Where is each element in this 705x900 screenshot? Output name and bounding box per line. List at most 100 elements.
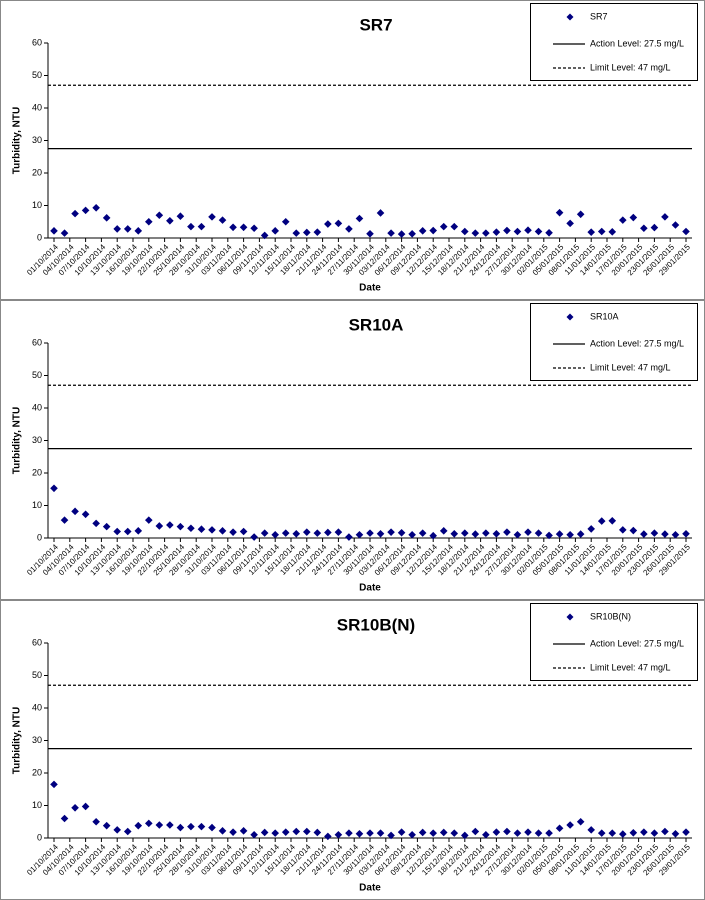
chart-title: SR7 xyxy=(359,15,392,34)
data-point xyxy=(682,828,690,836)
data-point xyxy=(387,831,395,840)
data-point xyxy=(134,227,143,235)
data-point xyxy=(597,829,606,837)
data-point xyxy=(619,830,627,838)
data-point xyxy=(123,225,132,233)
data-point xyxy=(123,827,132,836)
data-point xyxy=(587,826,595,834)
data-point xyxy=(418,227,427,235)
data-point xyxy=(281,529,290,537)
data-point xyxy=(60,516,69,524)
data-point xyxy=(334,830,343,839)
data-point xyxy=(113,527,121,536)
data-point xyxy=(545,829,553,837)
data-point xyxy=(629,526,638,535)
data-point xyxy=(471,229,480,237)
data-point xyxy=(418,828,427,837)
data-point xyxy=(176,212,185,221)
data-point xyxy=(208,526,216,534)
data-point xyxy=(608,228,617,236)
data-point xyxy=(439,222,448,231)
data-point xyxy=(281,828,290,836)
data-point xyxy=(397,230,406,238)
legend: SR10B(N) Action Level: 27.5 mg/L Limit Lev… xyxy=(530,603,698,681)
data-point xyxy=(650,223,659,232)
data-point xyxy=(218,527,227,535)
data-point xyxy=(629,213,638,222)
y-tick-label: 60 xyxy=(32,37,42,47)
data-point xyxy=(408,229,416,238)
legend-marker xyxy=(566,313,574,321)
data-point xyxy=(250,830,258,839)
data-point xyxy=(524,528,532,536)
data-point xyxy=(271,530,279,539)
data-point xyxy=(503,827,511,836)
data-point xyxy=(71,507,79,516)
data-point xyxy=(587,525,595,533)
data-point xyxy=(450,529,459,538)
data-point xyxy=(376,829,385,837)
data-point xyxy=(324,220,332,228)
data-point xyxy=(387,528,395,536)
data-point xyxy=(355,829,364,838)
data-point xyxy=(587,228,595,236)
y-tick-label: 30 xyxy=(32,135,42,145)
y-tick-label: 60 xyxy=(32,337,42,347)
data-point xyxy=(197,822,206,831)
data-point xyxy=(513,829,522,837)
data-point xyxy=(166,216,174,225)
data-point xyxy=(376,529,385,538)
data-point xyxy=(555,208,564,217)
data-point xyxy=(218,216,227,224)
data-point xyxy=(345,533,353,541)
data-point xyxy=(81,206,90,215)
data-point xyxy=(397,828,406,836)
data-point xyxy=(92,519,100,528)
data-point xyxy=(60,229,69,237)
y-tick-label: 20 xyxy=(32,467,42,477)
y-tick-label: 0 xyxy=(37,832,42,842)
data-point xyxy=(555,824,564,833)
data-point xyxy=(450,222,459,231)
y-tick-label: 30 xyxy=(32,735,42,745)
data-point xyxy=(166,521,174,529)
data-point xyxy=(92,817,100,826)
data-point xyxy=(334,528,343,536)
data-point xyxy=(576,817,585,826)
data-point xyxy=(671,829,680,838)
data-point xyxy=(608,516,617,525)
data-point xyxy=(355,530,364,539)
data-point xyxy=(608,829,617,837)
y-tick-label: 20 xyxy=(32,767,42,777)
data-point xyxy=(534,829,543,837)
data-point xyxy=(292,827,301,836)
data-point xyxy=(187,822,195,831)
data-point xyxy=(576,210,585,219)
data-point xyxy=(492,228,501,236)
data-point xyxy=(187,222,195,231)
data-point xyxy=(313,529,322,537)
data-point xyxy=(102,214,111,222)
data-point xyxy=(166,821,174,829)
data-point xyxy=(303,528,311,536)
y-tick-label: 50 xyxy=(32,670,42,680)
y-tick-label: 50 xyxy=(32,370,42,380)
data-point xyxy=(292,229,301,237)
chart-panel: SR10B(N)Turbidity, NTUDate01020304050600… xyxy=(0,600,705,900)
data-point xyxy=(50,780,58,789)
data-point xyxy=(260,828,269,837)
data-point xyxy=(629,829,638,837)
data-point xyxy=(218,827,227,835)
legend-label: Limit Level: 47 mg/L xyxy=(590,362,671,372)
data-point xyxy=(260,529,269,537)
data-point xyxy=(387,229,395,237)
data-point xyxy=(102,821,111,830)
legend-label: Limit Level: 47 mg/L xyxy=(590,662,671,672)
data-point xyxy=(513,227,522,236)
data-point xyxy=(145,217,153,226)
y-tick-label: 50 xyxy=(32,70,42,80)
data-point xyxy=(92,203,100,212)
data-point xyxy=(229,223,237,232)
